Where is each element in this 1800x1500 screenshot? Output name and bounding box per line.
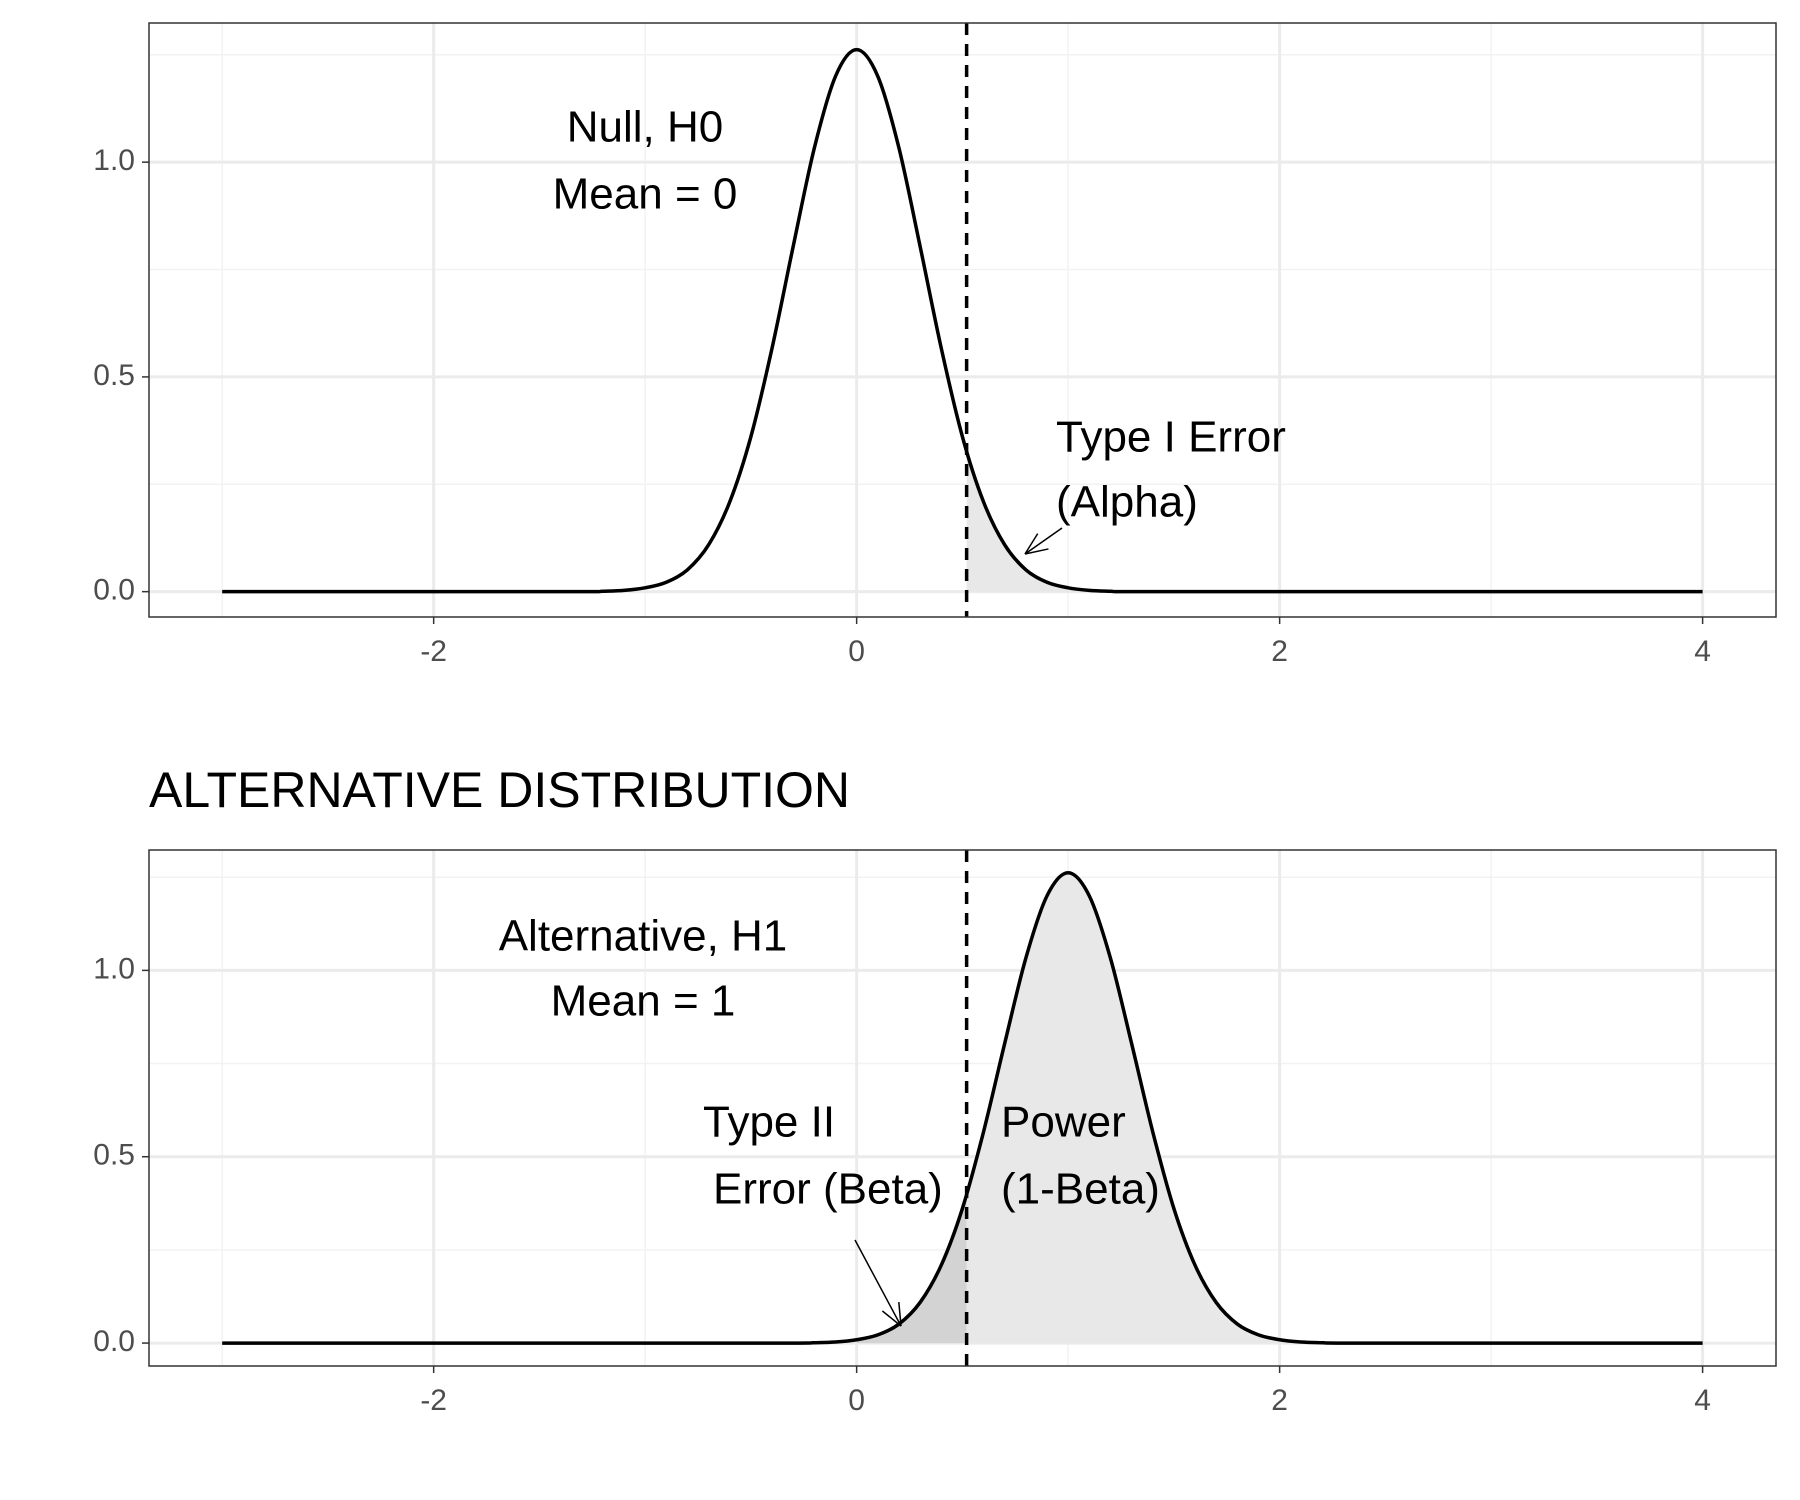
y-tick-label: 0.0 — [93, 574, 135, 607]
x-tick-label: 4 — [1694, 635, 1711, 668]
density-line — [222, 47, 1703, 594]
annotation: (Alpha) — [1056, 478, 1198, 527]
x-tick-label: -2 — [420, 635, 447, 668]
annotation: Power — [1001, 1098, 1126, 1147]
x-tick-label: 4 — [1694, 1384, 1711, 1417]
arrow-head — [898, 1302, 902, 1327]
arrow-head — [1024, 548, 1049, 555]
x-tick-label: 0 — [848, 1384, 865, 1417]
arrow-head — [1024, 533, 1039, 555]
y-tick-label: 1.0 — [93, 952, 135, 985]
panel-border — [148, 849, 1777, 1367]
shaded-area — [966, 872, 1703, 1344]
annotation: Mean = 1 — [551, 977, 736, 1026]
annotation: (1-Beta) — [1001, 1165, 1160, 1214]
x-tick-label: 0 — [848, 635, 865, 668]
y-tick-label: 1.0 — [93, 144, 135, 177]
annotation: Null, H0 — [567, 103, 724, 152]
panel-border — [148, 22, 1777, 618]
x-tick-label: 2 — [1271, 1384, 1288, 1417]
annotation-arrow — [1024, 527, 1063, 555]
annotation: Type II — [703, 1098, 835, 1147]
y-tick-label: 0.5 — [93, 1139, 135, 1172]
annotation: Type I Error — [1056, 413, 1286, 462]
annotation-arrow — [854, 1239, 902, 1327]
x-tick-label: -2 — [420, 1384, 447, 1417]
annotation: Mean = 0 — [553, 170, 738, 219]
x-tick-label: 2 — [1271, 635, 1288, 668]
shaded-area — [856, 1193, 967, 1344]
y-tick-label: 0.5 — [93, 359, 135, 392]
annotation: Alternative, H1 — [499, 912, 788, 961]
arrow-head — [881, 1310, 902, 1327]
density-line — [222, 870, 1703, 1345]
chart-title: ALTERNATIVE DISTRIBUTION — [149, 762, 850, 818]
y-tick-label: 0.0 — [93, 1325, 135, 1358]
annotation: Error (Beta) — [713, 1165, 943, 1214]
